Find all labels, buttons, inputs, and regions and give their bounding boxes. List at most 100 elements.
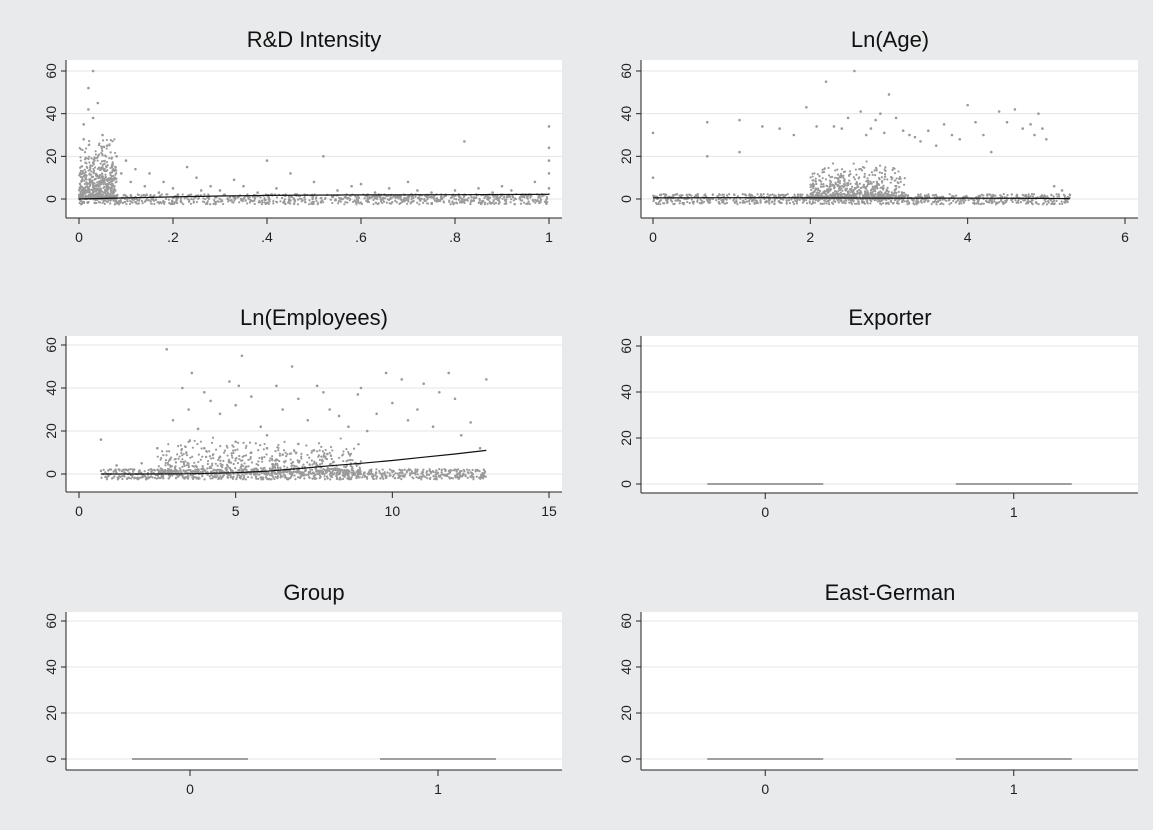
scatter-point: [768, 202, 771, 205]
scatter-point: [692, 202, 695, 205]
scatter-point: [538, 195, 541, 199]
scatter-point: [452, 203, 455, 206]
scatter-point: [654, 201, 658, 205]
scatter-point: [960, 199, 963, 202]
scatter-point: [88, 182, 91, 185]
scatter-point: [203, 478, 206, 481]
scatter-point: [103, 162, 106, 166]
scatter-point: [326, 477, 329, 480]
scatter-point: [88, 172, 91, 175]
scatter-point: [284, 470, 287, 473]
scatter-point: [131, 474, 134, 477]
scatter-point: [352, 200, 355, 203]
scatter-point: [256, 473, 260, 476]
scatter-point: [370, 468, 373, 471]
scatter-point: [209, 399, 212, 403]
scatter-point: [481, 472, 484, 475]
scatter-point: [88, 168, 91, 171]
scatter-point: [296, 459, 299, 462]
scatter-point: [488, 196, 492, 199]
scatter-point: [1063, 195, 1066, 198]
scatter-point: [221, 475, 225, 478]
scatter-point: [381, 472, 384, 475]
y-tick-label: 40: [618, 659, 634, 675]
scatter-point: [80, 195, 83, 198]
scatter-point: [735, 200, 738, 203]
scatter-point: [533, 180, 537, 184]
scatter-point: [256, 468, 259, 471]
scatter-point: [333, 472, 336, 475]
scatter-point: [323, 475, 326, 478]
scatter-point: [214, 448, 218, 451]
scatter-point: [162, 180, 165, 184]
scatter-point: [149, 470, 153, 473]
scatter-point: [942, 195, 945, 198]
scatter-point: [85, 165, 88, 169]
scatter-point: [869, 193, 872, 196]
scatter-point: [123, 200, 126, 204]
scatter-point: [179, 469, 182, 472]
scatter-point: [869, 127, 873, 130]
scatter-point: [386, 198, 389, 201]
scatter-point: [853, 202, 857, 205]
scatter-point: [1041, 127, 1044, 130]
scatter-point: [111, 179, 114, 182]
scatter-point: [836, 173, 840, 176]
scatter-point: [1000, 195, 1003, 198]
scatter-point: [538, 202, 541, 205]
scatter-point: [1037, 112, 1040, 115]
scatter-point: [241, 455, 244, 458]
scatter-point: [108, 157, 111, 160]
scatter-point: [464, 198, 467, 202]
panel-ln-age: Ln(Age): [851, 27, 929, 52]
scatter-point: [421, 471, 425, 474]
scatter-point: [416, 189, 419, 192]
scatter-point: [973, 201, 976, 204]
scatter-point: [717, 198, 720, 201]
scatter-point: [510, 198, 513, 201]
scatter-point: [359, 182, 363, 186]
scatter-point: [120, 475, 124, 478]
scatter-point: [406, 180, 410, 184]
scatter-point: [811, 183, 814, 187]
panel-rd-intensity: R&D Intensity: [247, 27, 382, 52]
scatter-point: [261, 457, 264, 461]
scatter-point: [99, 195, 102, 198]
scatter-point: [773, 198, 776, 201]
scatter-point: [267, 201, 270, 204]
scatter-point: [196, 468, 199, 471]
scatter-point: [925, 194, 928, 197]
scatter-point: [110, 468, 113, 471]
scatter-point: [811, 175, 814, 178]
scatter-point: [467, 196, 470, 200]
scatter-point: [882, 131, 886, 135]
scatter-point: [99, 469, 103, 472]
scatter-point: [79, 169, 83, 172]
scatter-point: [343, 465, 346, 468]
scatter-point: [277, 470, 280, 473]
scatter-point: [473, 196, 476, 199]
scatter-point: [134, 167, 137, 171]
scatter-point: [1043, 194, 1046, 197]
scatter-point: [856, 191, 860, 195]
scatter-point: [756, 193, 759, 196]
scatter-point: [115, 180, 118, 183]
scatter-point: [222, 459, 225, 462]
scatter-point: [881, 202, 885, 205]
scatter-point: [401, 474, 404, 478]
scatter-point: [954, 194, 958, 197]
scatter-point: [486, 202, 489, 205]
scatter-point: [249, 473, 253, 476]
scatter-point: [318, 449, 321, 452]
scatter-point: [176, 193, 179, 197]
scatter-point: [206, 200, 209, 203]
scatter-point: [268, 200, 271, 203]
scatter-point: [191, 464, 194, 468]
scatter-point: [317, 442, 321, 445]
scatter-point: [143, 470, 146, 473]
y-tick-label: 20: [618, 705, 634, 721]
scatter-point: [331, 201, 334, 205]
scatter-point: [249, 456, 252, 459]
scatter-point: [173, 201, 176, 204]
y-tick-label: 60: [618, 613, 634, 629]
